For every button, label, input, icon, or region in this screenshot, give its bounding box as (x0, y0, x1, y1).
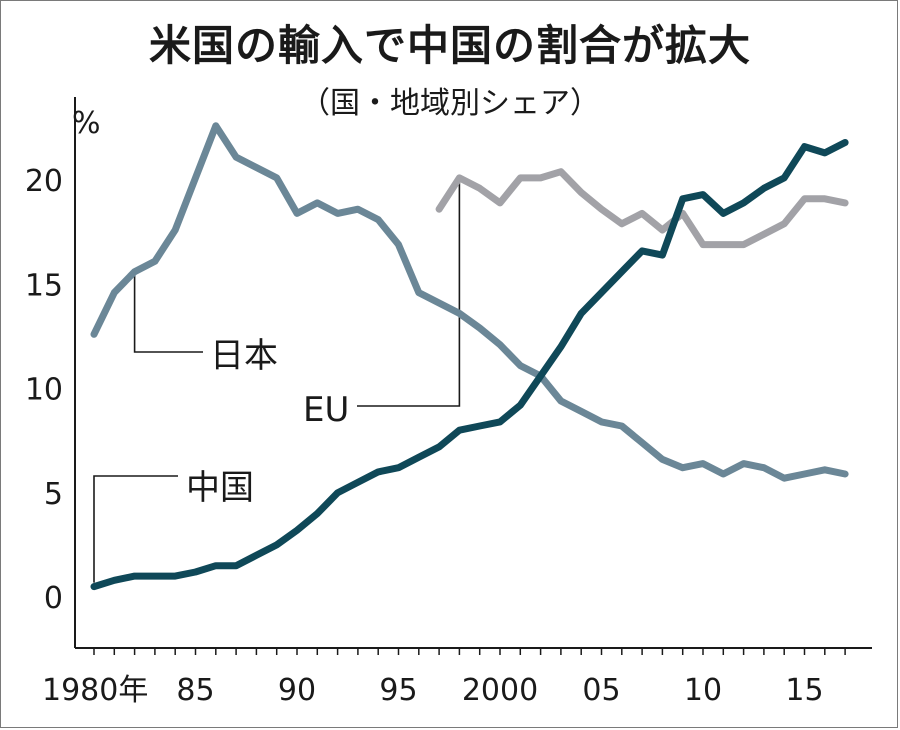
chart-subtitle: （国・地域別シェア） (300, 86, 600, 121)
x-tick-label-1990: 90 (278, 673, 316, 708)
annotation-label-china: 中国 (186, 468, 254, 508)
leader-line-china (93, 475, 178, 583)
x-ticks: 1980年 85 90 95 2000 05 10 15 (42, 648, 846, 708)
series-line-japan (90, 122, 849, 482)
y-ticks: 0 5 10 15 20 (25, 164, 63, 616)
x-tick-label-2010: 10 (684, 673, 722, 708)
annotation-leaders (93, 181, 461, 583)
axes (74, 97, 872, 649)
y-tick-label-5: 5 (44, 477, 63, 512)
annotation-label-japan: 日本 (210, 336, 278, 376)
x-tick-label-2005: 05 (582, 673, 620, 708)
y-tick-label-20: 20 (25, 164, 63, 199)
leader-line-japan (133, 275, 203, 353)
annotation-label-eu: EU (303, 390, 349, 430)
x-tick-label-1995: 95 (379, 673, 417, 708)
y-tick-label-15: 15 (25, 268, 63, 303)
chart-title: 米国の輸入で中国の割合が拡大 (148, 21, 751, 70)
x-tick-label-1985: 85 (176, 673, 214, 708)
y-axis-unit-label: % (72, 106, 101, 141)
y-tick-label-0: 0 (44, 581, 63, 616)
x-tick-label-2000: 2000 (462, 673, 538, 708)
series-line-china (90, 139, 849, 591)
series-lines (90, 122, 849, 591)
x-tick-label-1980: 1980年 (42, 673, 148, 708)
annotation-labels: 日本 EU 中国 (186, 336, 349, 508)
series-line-eu (435, 168, 849, 249)
x-tick-label-2015: 15 (785, 673, 823, 708)
y-tick-label-10: 10 (25, 373, 63, 408)
leader-line-eu (357, 181, 461, 407)
